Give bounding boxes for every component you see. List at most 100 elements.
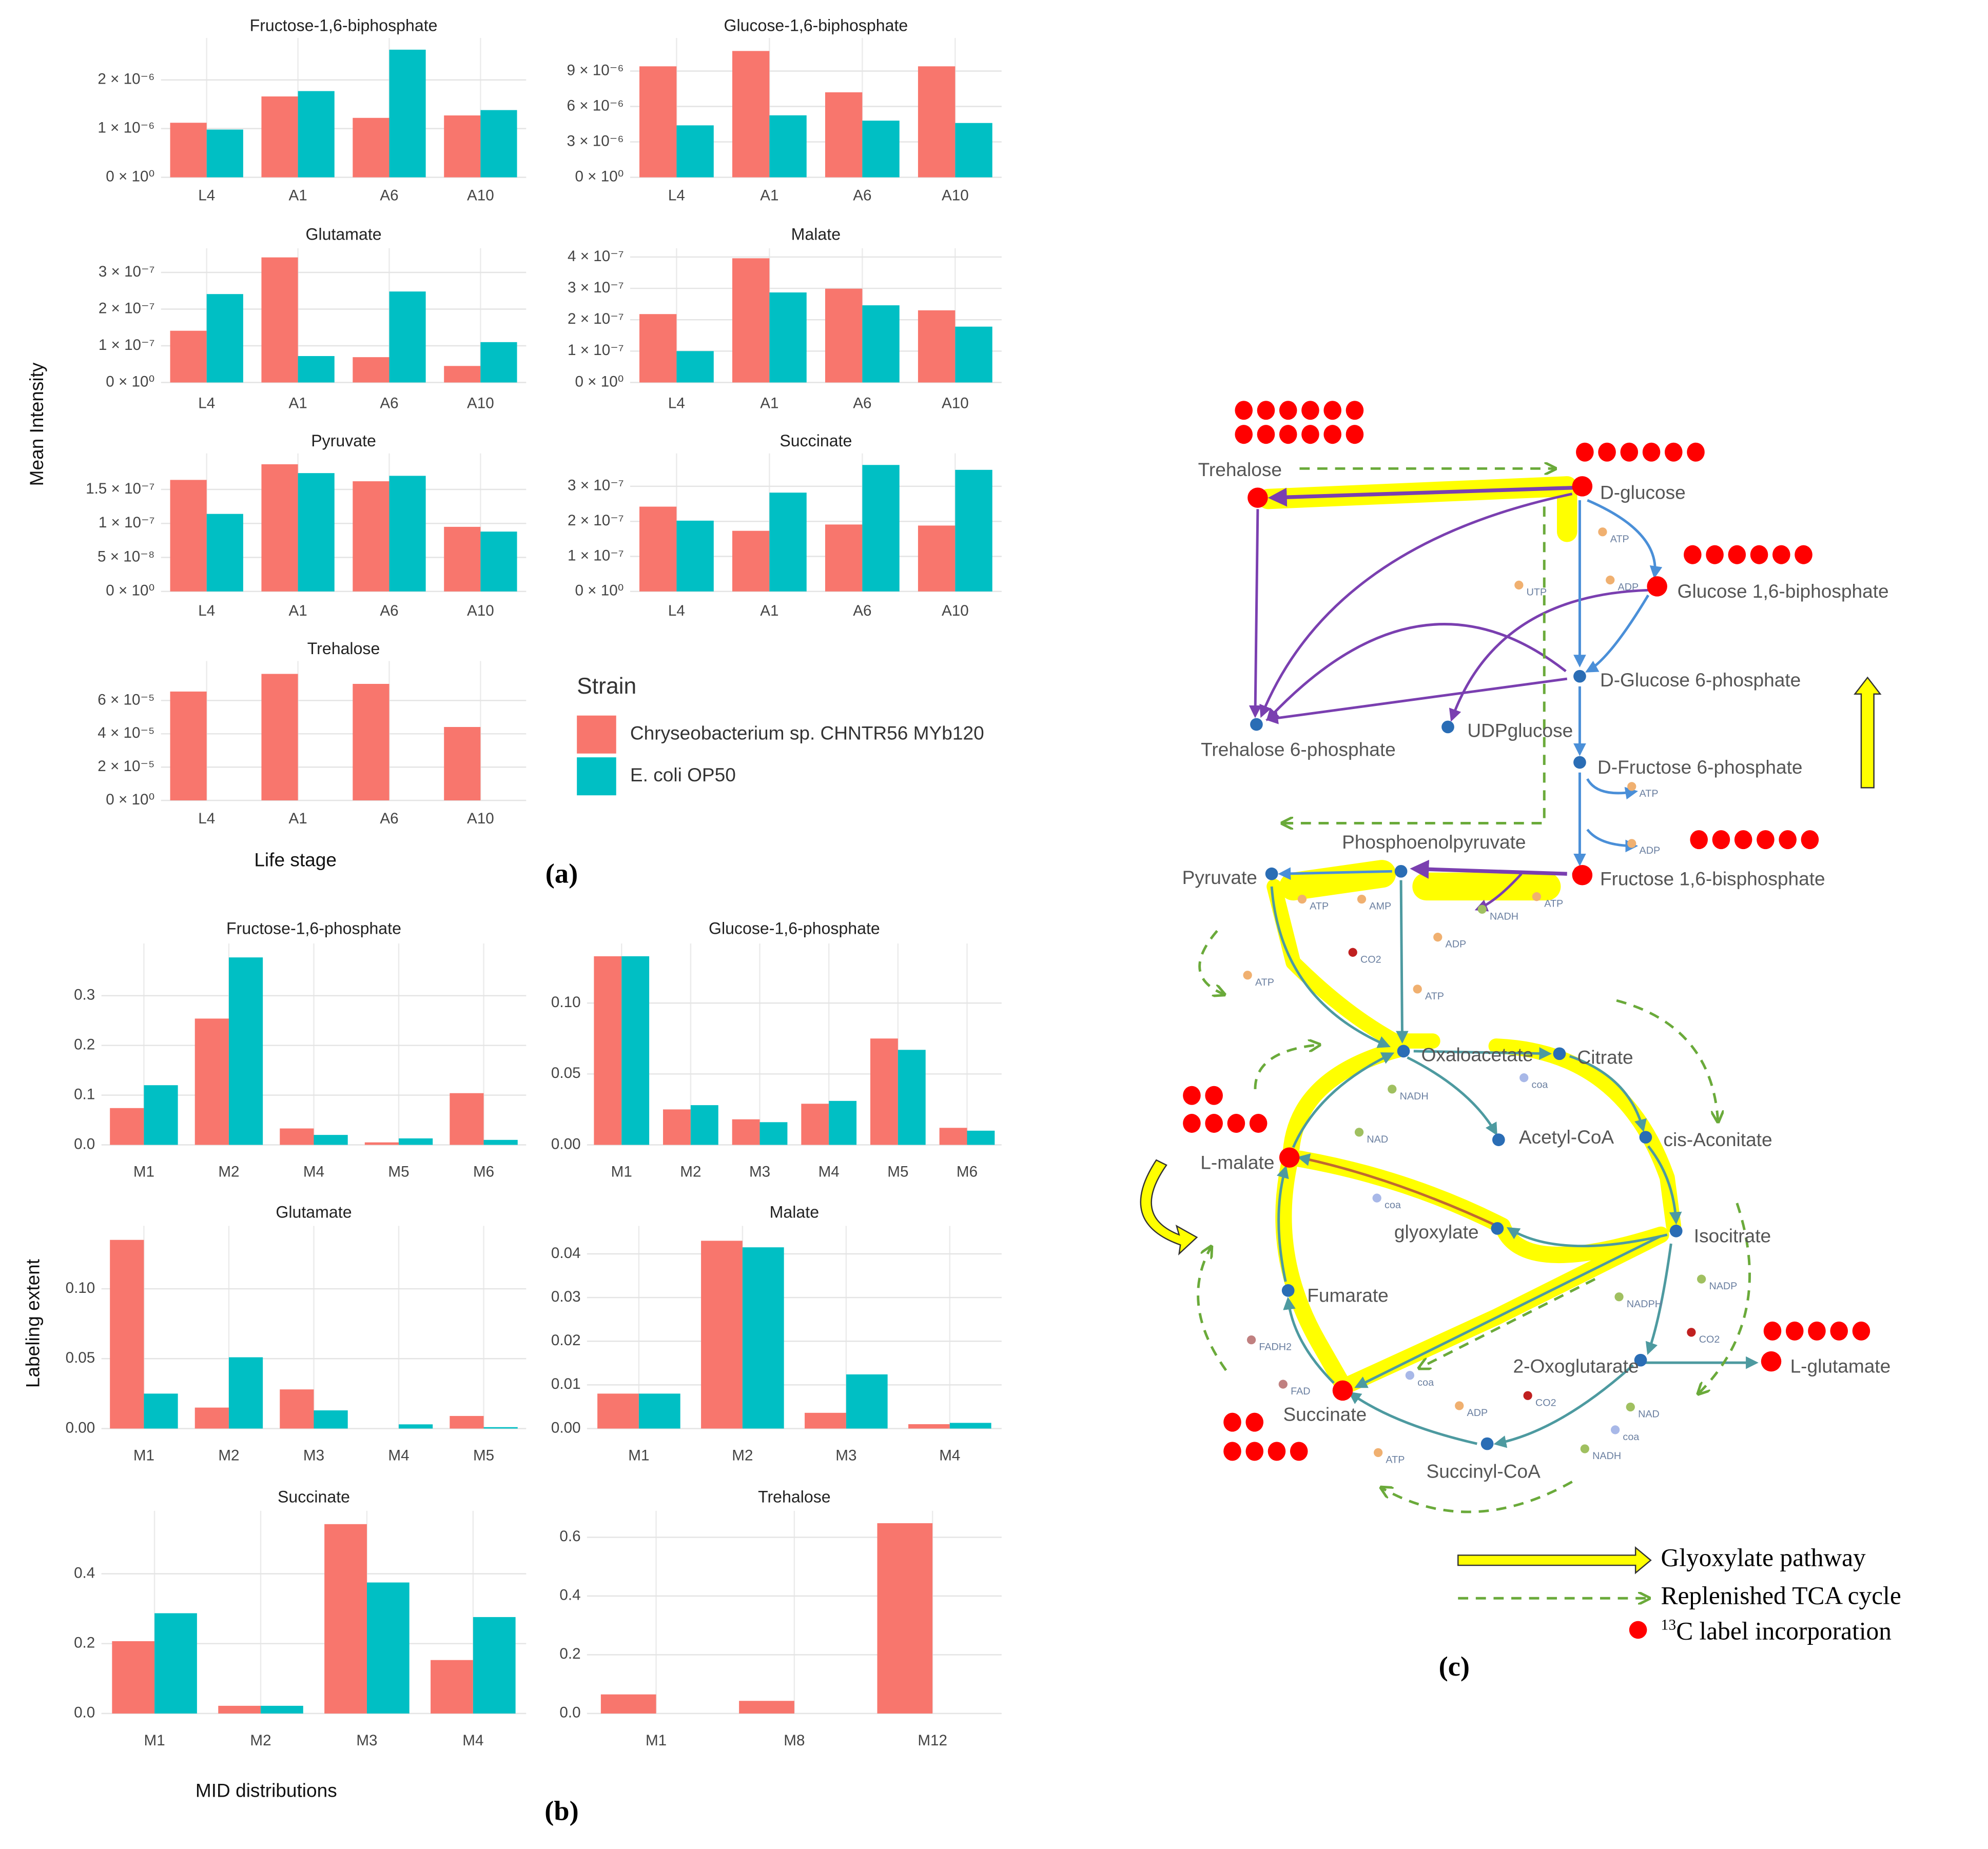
bar	[298, 473, 335, 592]
cofactor-label: ADP	[1467, 1407, 1488, 1419]
metabolite-label: D-Glucose 6-phosphate	[1600, 669, 1801, 691]
bar	[769, 115, 807, 178]
y-tick-label: 0 × 10⁰	[575, 373, 623, 390]
cofactor-label: NADH	[1400, 1091, 1429, 1102]
x-tick-label: L4	[198, 810, 215, 827]
cofactor-dot	[1627, 839, 1636, 848]
label-dot	[1706, 545, 1724, 564]
label-dot	[1734, 830, 1752, 850]
label-dot	[1249, 1114, 1268, 1133]
bar	[955, 469, 992, 592]
cofactor-dot	[1373, 1448, 1383, 1458]
cofactor-label: NADH	[1592, 1450, 1621, 1462]
label-dot	[1690, 830, 1708, 850]
panel-label: (a)	[545, 858, 578, 889]
panel-label: (c)	[1439, 1651, 1470, 1682]
x-tick-label: A10	[467, 395, 494, 411]
bar	[444, 727, 481, 801]
legend-title: Strain	[577, 674, 636, 699]
bar	[480, 532, 517, 592]
cofactor-label: FAD	[1291, 1386, 1310, 1397]
metabolite	[1669, 1225, 1683, 1237]
label-dot	[1205, 1086, 1223, 1105]
x-axis-title: MID distributions	[196, 1780, 337, 1801]
label-dot	[1346, 425, 1364, 444]
bar	[280, 1128, 314, 1145]
legend-label: Chryseobacterium sp. CHNTR56 MYb120	[630, 722, 984, 744]
x-tick-label: M3	[303, 1447, 324, 1464]
bar	[170, 480, 207, 592]
label-dot	[1235, 425, 1253, 444]
bar	[597, 1393, 639, 1429]
charts: Chryseobacterium sp. CHNTR56 MYb120 E. co…	[66, 16, 1002, 1749]
x-tick-label: A10	[467, 187, 494, 204]
cofactor-label: ADP	[1640, 845, 1661, 856]
x-tick-label: M2	[250, 1732, 271, 1749]
y-tick-label: 0.05	[66, 1349, 95, 1366]
y-tick-label: 0.0	[74, 1704, 95, 1721]
x-tick-label: A10	[942, 602, 969, 619]
cofactor-label: AMP	[1369, 901, 1391, 912]
bar	[353, 117, 389, 178]
bar	[314, 1135, 348, 1145]
bar	[825, 288, 863, 383]
y-tick-label: 2 × 10⁻⁷	[99, 300, 155, 317]
metabolite-label: Pyruvate	[1182, 867, 1257, 888]
bar	[353, 481, 389, 592]
bar	[144, 1085, 178, 1145]
label-dot	[1205, 1114, 1223, 1133]
bar	[600, 1694, 656, 1714]
x-tick-label: A1	[760, 187, 778, 204]
label-dot	[1750, 545, 1768, 564]
cofactor-label: ATP	[1310, 901, 1329, 912]
cofactor-label: ATP	[1544, 898, 1563, 910]
label-dot	[1227, 1114, 1245, 1133]
x-tick-label: A1	[760, 395, 778, 411]
cofactor-label: NADPH	[1627, 1299, 1662, 1310]
bar	[112, 1641, 155, 1714]
bar	[431, 1660, 473, 1714]
label-dot	[1301, 425, 1319, 444]
x-tick-label: L4	[668, 395, 685, 411]
bar	[877, 1523, 933, 1714]
cofactor-label: ATP	[1386, 1454, 1405, 1465]
x-tick-label: M6	[473, 1164, 494, 1181]
metabolite-label: cis-Aconitate	[1664, 1129, 1772, 1150]
metabolite	[1480, 1437, 1494, 1450]
x-tick-label: L4	[668, 602, 685, 619]
chart-title: Fructose-1,6-phosphate	[226, 919, 401, 937]
bar	[939, 1128, 967, 1145]
x-tick-label: A10	[467, 602, 494, 619]
bar	[918, 525, 956, 592]
cofactor-dot	[1697, 1274, 1706, 1284]
y-tick-label: 3 × 10⁻⁷	[99, 263, 155, 280]
panel-label: (b)	[544, 1795, 578, 1826]
bar	[218, 1705, 261, 1714]
bar	[280, 1389, 314, 1429]
bar	[639, 314, 677, 383]
bar	[918, 310, 956, 383]
x-tick-label: M3	[356, 1732, 377, 1749]
bar	[955, 326, 992, 383]
bar	[389, 291, 426, 383]
x-tick-label: M2	[680, 1164, 701, 1181]
bar	[621, 956, 650, 1145]
x-tick-label: M4	[388, 1447, 409, 1464]
bar	[444, 526, 481, 592]
label-dot	[1257, 425, 1275, 444]
y-tick-label: 0.00	[66, 1419, 95, 1436]
bar	[949, 1423, 991, 1429]
bar	[676, 520, 714, 592]
cofactor-label: ATP	[1425, 991, 1444, 1002]
legend-text: Glyoxylate pathway	[1661, 1544, 1866, 1572]
bar	[261, 1705, 303, 1714]
x-tick-label: L4	[198, 187, 215, 204]
bar	[732, 51, 770, 178]
bar	[261, 674, 298, 801]
chart-title: Succinate	[278, 1488, 350, 1506]
y-tick-label: 0 × 10⁰	[106, 373, 154, 390]
cofactor-dot	[1413, 985, 1422, 994]
text: C label incorporation	[1676, 1617, 1892, 1645]
label-dot	[1712, 830, 1730, 850]
cofactor-dot	[1514, 580, 1524, 590]
